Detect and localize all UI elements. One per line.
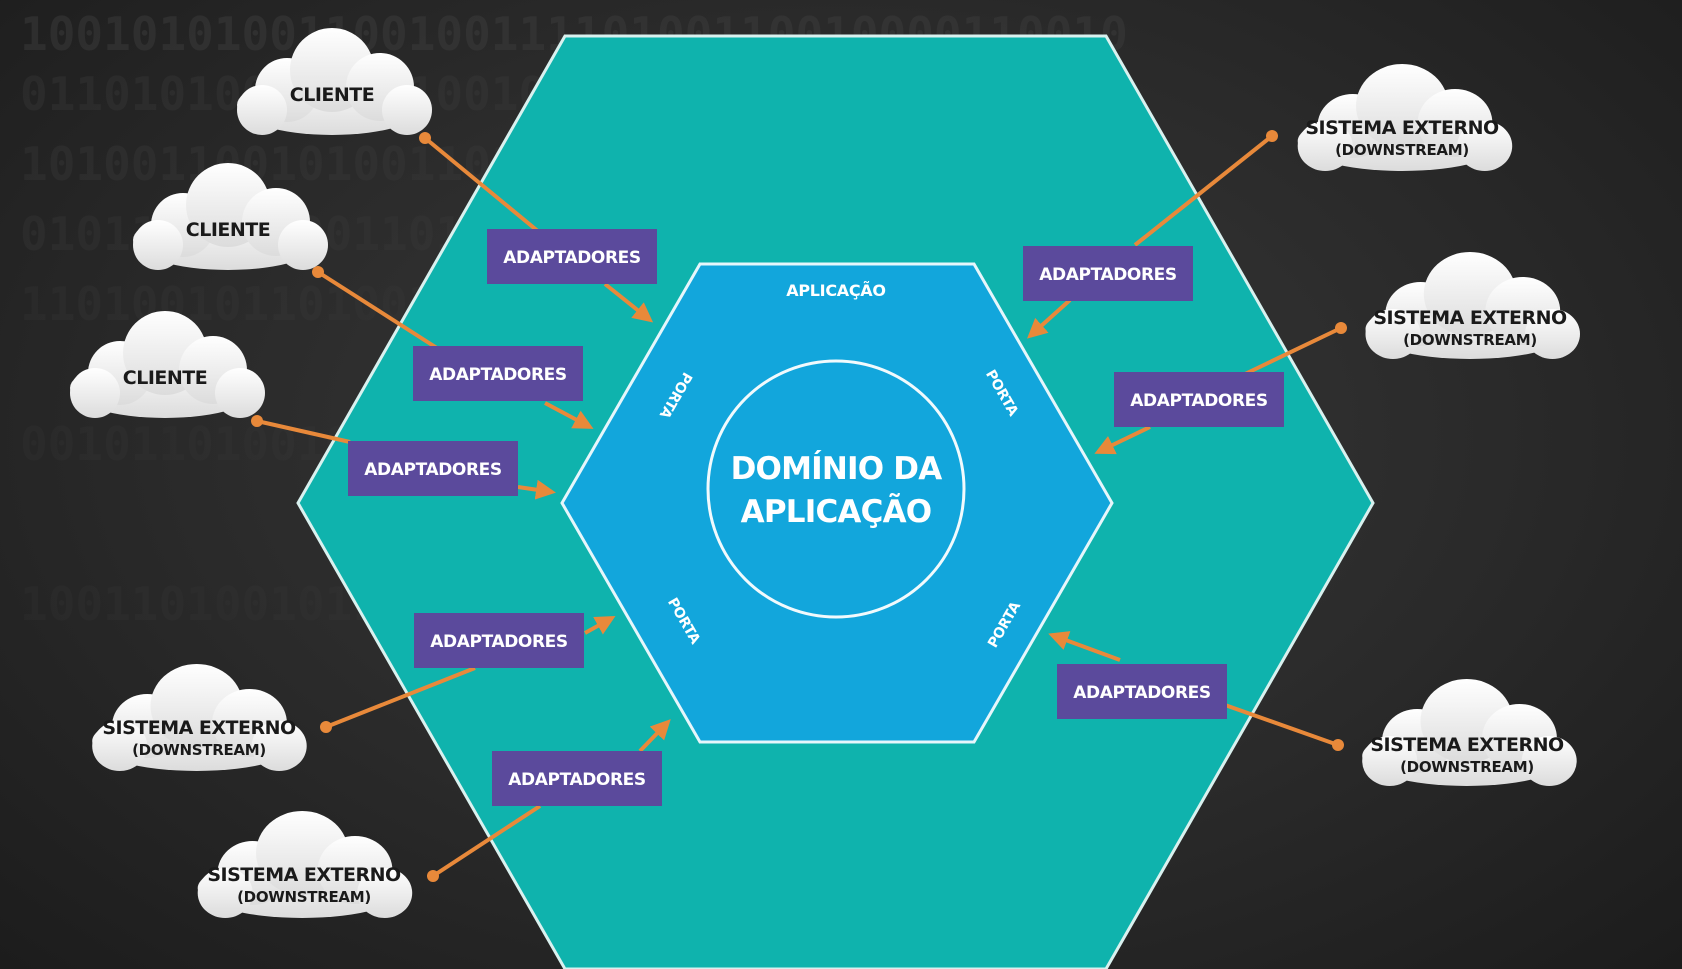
domain-title-line1: DOMÍNIO DA — [731, 451, 943, 487]
external-system-subtitle: (DOWNSTREAM) — [1335, 141, 1469, 159]
adapter-box-6: ADAPTADORES — [1023, 246, 1193, 301]
external-system-title: SISTEMA EXTERNO — [207, 864, 401, 886]
external-system-title: SISTEMA EXTERNO — [1305, 117, 1499, 139]
external-system-subtitle: (DOWNSTREAM) — [1403, 331, 1537, 349]
cloud-external-right-2: SISTEMA EXTERNO (DOWNSTREAM) — [1365, 252, 1580, 359]
cloud-client-1: CLIENTE — [237, 28, 432, 135]
connector-external-right-2 — [1244, 326, 1342, 376]
adapter-label: ADAPTADORES — [364, 460, 501, 480]
connector-adapter-5-port — [638, 719, 671, 753]
connector-adapter-2-port — [544, 401, 594, 429]
external-system-title: SISTEMA EXTERNO — [1373, 307, 1567, 329]
connector-adapter-3-port — [517, 479, 556, 500]
cloud-client-2: CLIENTE — [133, 163, 328, 270]
external-system-subtitle: (DOWNSTREAM) — [237, 888, 371, 906]
adapter-label: ADAPTADORES — [429, 365, 566, 385]
adapter-box-3: ADAPTADORES — [348, 441, 518, 496]
external-system-subtitle: (DOWNSTREAM) — [132, 741, 266, 759]
adapter-box-8: ADAPTADORES — [1057, 664, 1227, 719]
client-label: CLIENTE — [123, 367, 207, 389]
adapter-box-4: ADAPTADORES — [414, 613, 584, 668]
adapter-label: ADAPTADORES — [1073, 683, 1210, 703]
adapter-label: ADAPTADORES — [508, 770, 645, 790]
external-system-title: SISTEMA EXTERNO — [1370, 734, 1564, 756]
adapter-label: ADAPTADORES — [1039, 265, 1176, 285]
connector-client-1 — [423, 136, 547, 239]
cloud-external-right-1: SISTEMA EXTERNO (DOWNSTREAM) — [1297, 64, 1513, 171]
domain-circle — [706, 359, 966, 619]
connectors — [256, 134, 1342, 878]
connector-client-3 — [256, 419, 351, 444]
external-system-subtitle: (DOWNSTREAM) — [1400, 758, 1534, 776]
connector-external-left-2 — [431, 804, 542, 878]
connector-external-left-1 — [325, 666, 476, 729]
adapter-box-7: ADAPTADORES — [1114, 372, 1284, 427]
connector-adapter-8-port — [1048, 631, 1121, 662]
connector-dots — [251, 130, 1347, 882]
connector-adapter-7-port — [1094, 425, 1151, 455]
connector-adapter-6-port — [1027, 298, 1072, 339]
cloud-external-left-1: SISTEMA EXTERNO (DOWNSTREAM) — [92, 664, 307, 771]
client-label: CLIENTE — [186, 219, 270, 241]
client-label: CLIENTE — [290, 84, 374, 106]
adapter-box-2: ADAPTADORES — [413, 346, 583, 401]
adapter-label: ADAPTADORES — [430, 632, 567, 652]
connector-adapter-4-port — [584, 616, 616, 635]
connector-external-right-1 — [1133, 134, 1274, 247]
cloud-external-right-3: SISTEMA EXTERNO (DOWNSTREAM) — [1362, 679, 1577, 786]
connector-adapter-1-port — [603, 282, 654, 323]
domain-title-line2: APLICAÇÃO — [741, 493, 932, 530]
cloud-client-3: CLIENTE — [70, 311, 265, 418]
connector-external-right-3 — [1224, 703, 1339, 747]
adapter-label: ADAPTADORES — [503, 248, 640, 268]
adapter-box-5: ADAPTADORES — [492, 751, 662, 806]
adapter-label: ADAPTADORES — [1130, 391, 1267, 411]
application-label: APLICAÇÃO — [786, 281, 885, 300]
connector-client-2 — [316, 270, 442, 352]
cloud-external-left-2: SISTEMA EXTERNO (DOWNSTREAM) — [197, 811, 413, 918]
adapter-box-1: ADAPTADORES — [487, 229, 657, 284]
external-system-title: SISTEMA EXTERNO — [102, 717, 296, 739]
